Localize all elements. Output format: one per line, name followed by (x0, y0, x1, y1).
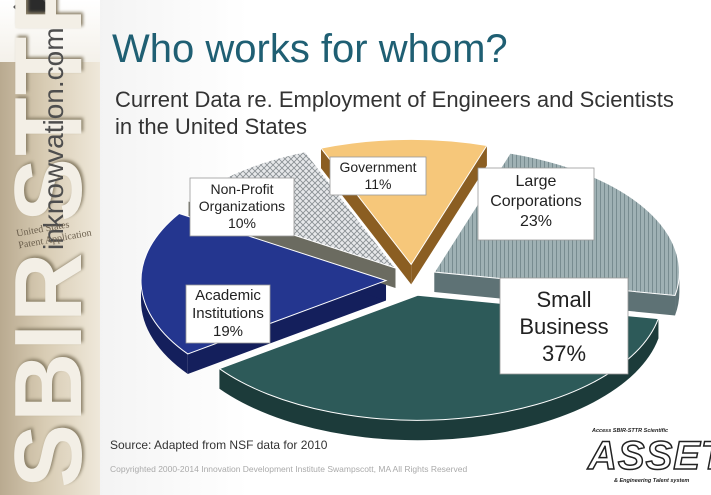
slice-label-text-nonprofit: Organizations (199, 198, 285, 214)
pie-rim-academic (141, 280, 188, 374)
pie-face-government-1 (411, 145, 487, 285)
slice-label-text-nonprofit: Non-Profit (210, 181, 273, 197)
slice-value-academic: 19% (213, 323, 243, 340)
slice-label-box-academic (185, 284, 271, 344)
slice-label-box-large (477, 167, 595, 241)
slice-label-text-large: Large (516, 173, 557, 190)
slide-title: Who works for whom? (112, 27, 508, 71)
pie-rim-large (675, 272, 680, 316)
logo-main-text: ASSETs (587, 433, 711, 479)
slice-value-nonprofit: 10% (228, 215, 256, 231)
slice-value-government: 11% (365, 176, 392, 192)
slice-label-text-academic: Institutions (192, 305, 264, 322)
slice-label-box-small (499, 277, 629, 375)
copyright-note: Copyrighted 2000-2014 Innovation Develop… (110, 464, 468, 474)
slice-label-large: Large Corporations 23% (477, 167, 595, 241)
slice-label-text-government: Government (339, 159, 416, 175)
brand-strip: SBIR STTR inknowvation.com United States… (0, 0, 102, 495)
slide-subtitle: Current Data re. Employment of Engineers… (115, 87, 674, 139)
logo-bottom-line: & Engineering Talent system (614, 478, 690, 484)
slice-value-large: 23% (520, 213, 552, 230)
slice-label-text-academic: Academic (195, 287, 261, 304)
logo-top-line: Access SBIR-STTR Scientific (592, 428, 669, 434)
slice-label-text-large: Corporations (490, 193, 582, 210)
slice-label-box-government (329, 156, 427, 196)
pie-face-academic-0 (187, 280, 387, 374)
pie-rim-small (219, 318, 659, 441)
slice-label-text-small: Business (519, 314, 608, 339)
source-note: Source: Adapted from NSF data for 2010 (110, 438, 328, 452)
slice-value-small: 37% (542, 341, 586, 366)
slice-label-box-nonprofit (189, 177, 295, 237)
slice-label-text-small: Small (536, 287, 591, 312)
assets-logo: Access SBIR-STTR Scientific ASSETs & Eng… (584, 428, 711, 490)
